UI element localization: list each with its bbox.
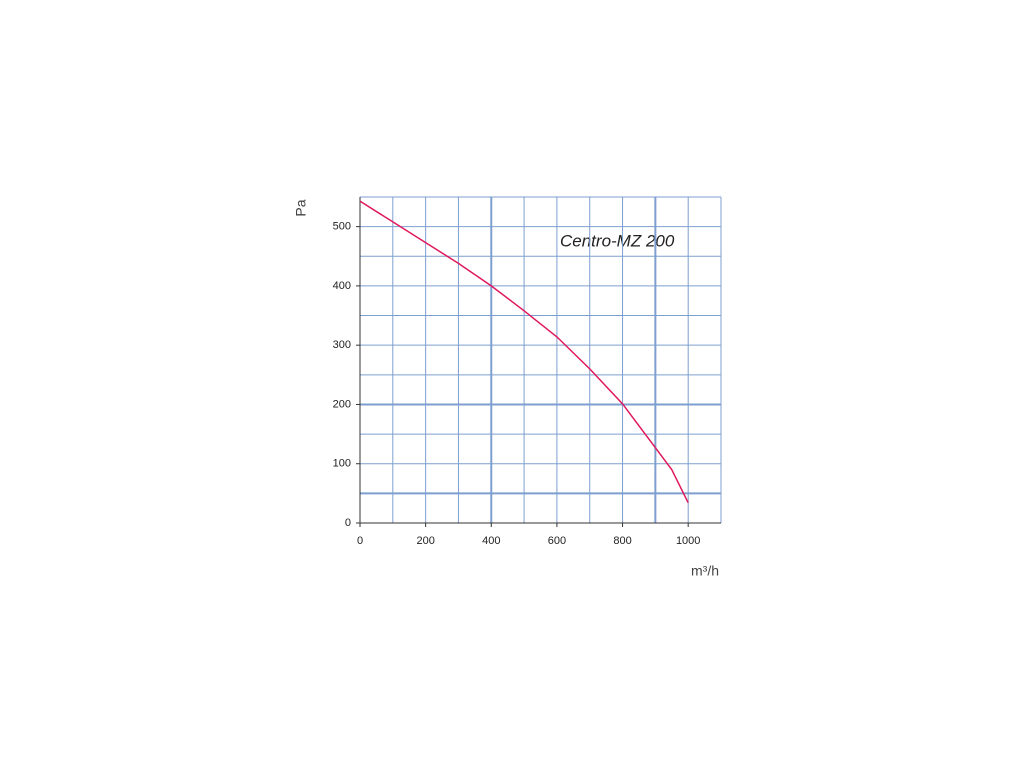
y-tick-label: 200 [333,398,351,410]
line [359,200,689,504]
y-tick-label: 100 [333,458,351,470]
annotation: Centro-MZ 200 [560,231,675,250]
x-tick-label: 0 [357,535,363,547]
y-tick-label: 0 [345,517,351,529]
x-tick-label: 800 [613,535,631,547]
x-tick-label: 200 [416,535,434,547]
x-tick-label: 600 [548,535,566,547]
y-tick-label: 400 [333,280,351,292]
y-tick-label: 300 [333,339,351,351]
x-axis-label: m³/h [691,563,719,579]
y-axis-label: Pa [293,199,309,216]
x-tick-label: 400 [482,535,500,547]
x-tick-label: 1000 [676,535,700,547]
y-tick-label: 500 [333,221,351,233]
